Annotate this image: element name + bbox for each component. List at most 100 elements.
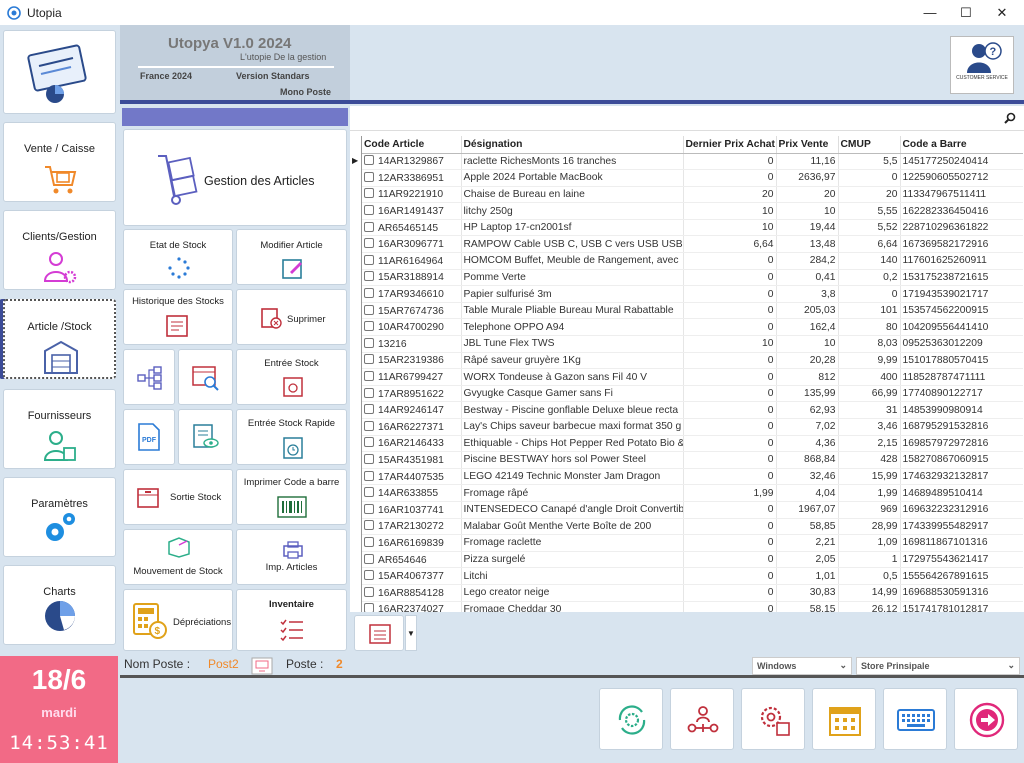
table-row[interactable]: 11AR6799427 WORX Tondeuse à Gazon sans Fi…: [362, 368, 1023, 386]
column-header[interactable]: Dernier Prix Achat: [683, 136, 777, 154]
table-row[interactable]: 16AR6169839 Fromage raclette 0 2,21 1,09 1698…: [362, 534, 1023, 552]
row-checkbox[interactable]: [364, 288, 374, 299]
etat-stock-button[interactable]: Etat de Stock: [123, 229, 233, 285]
row-checkbox[interactable]: [364, 387, 374, 398]
column-header[interactable]: Prix Vente: [776, 136, 839, 154]
row-checkbox[interactable]: [364, 470, 374, 481]
row-checkbox[interactable]: [364, 238, 374, 249]
gestion-articles-button[interactable]: Gestion des Articles: [123, 129, 347, 226]
row-checkbox[interactable]: [364, 304, 374, 315]
maximize-button[interactable]: ☐: [960, 4, 972, 20]
column-header[interactable]: Désignation: [461, 136, 684, 154]
sortie-stock-button[interactable]: Sortie Stock: [123, 469, 233, 525]
modifier-article-button[interactable]: Modifier Article: [236, 229, 347, 285]
sync-settings-button[interactable]: [599, 688, 663, 750]
preview-document-button[interactable]: [178, 409, 233, 465]
os-select[interactable]: Windows ⌄: [752, 657, 852, 675]
entree-stock-button[interactable]: Entrée Stock: [236, 349, 347, 405]
imp-articles-button[interactable]: Imp. Articles: [236, 529, 347, 585]
sidebar-item-clients-gestion[interactable]: Clients/Gestion: [3, 210, 116, 290]
table-row[interactable]: 15AR4351981 Piscine BESTWAY hors sol Powe…: [362, 451, 1023, 469]
row-checkbox[interactable]: [364, 503, 374, 514]
sidebar-item-vente-caisse[interactable]: Vente / Caisse: [3, 122, 116, 202]
depreciations-button[interactable]: $ Dépréciations: [123, 589, 233, 651]
row-checkbox[interactable]: [364, 570, 374, 581]
row-checkbox[interactable]: [364, 487, 374, 498]
entree-stock-rapide-button[interactable]: Entrée Stock Rapide: [236, 409, 347, 465]
sidebar-item-article-stock[interactable]: Article /Stock: [3, 299, 116, 379]
mouvement-stock-button[interactable]: Mouvement de Stock: [123, 529, 233, 585]
table-row[interactable]: 16AR1491437 litchy 250g 10 10 5,55 1622823364…: [362, 202, 1023, 220]
customer-service-button[interactable]: ? CUSTOMER SERVICE: [950, 36, 1014, 94]
table-row[interactable]: AR654646 Pizza surgelé 0 2,05 1 1729755436214…: [362, 551, 1023, 569]
row-checkbox[interactable]: [364, 337, 374, 348]
sidebar-item-parametres[interactable]: Paramètres: [3, 477, 116, 557]
calendar-button[interactable]: [812, 688, 876, 750]
search-bar[interactable]: [350, 106, 1024, 131]
row-checkbox[interactable]: [364, 420, 374, 431]
row-checkbox[interactable]: [364, 437, 374, 448]
row-checkbox[interactable]: [364, 188, 374, 199]
row-checkbox[interactable]: [364, 221, 374, 232]
imprimer-code-barre-button[interactable]: Imprimer Code a barre: [236, 469, 347, 525]
table-row[interactable]: 16AR6227371 Lay's Chips saveur barbecue m…: [362, 418, 1023, 436]
list-view-dropdown[interactable]: ▼: [405, 615, 417, 651]
table-row[interactable]: 14AR9246147 Bestway - Piscine gonflable D…: [362, 401, 1023, 419]
row-checkbox[interactable]: [364, 205, 374, 216]
table-row[interactable]: 17AR8951622 Gvyugke Casque Gamer sans Fi 0…: [362, 385, 1023, 403]
row-checkbox[interactable]: [364, 553, 374, 564]
row-checkbox[interactable]: [364, 155, 374, 166]
table-row[interactable]: 11AR6164964 HOMCOM Buffet, Meuble de Rang…: [362, 252, 1023, 270]
exit-button[interactable]: [954, 688, 1018, 750]
export-pdf-button[interactable]: PDF: [123, 409, 175, 465]
table-row[interactable]: 11AR9221910 Chaise de Bureau en laine 20 20…: [362, 186, 1023, 204]
table-row[interactable]: 16AR2374027 Fromage Cheddar 30 0 58,15 26,12…: [362, 601, 1023, 612]
users-network-button[interactable]: [670, 688, 734, 750]
table-row[interactable]: 16AR2146433 Ethiquable - Chips Hot Pepper…: [362, 435, 1023, 453]
supprimer-button[interactable]: Suprimer: [236, 289, 347, 345]
close-button[interactable]: ✕: [996, 4, 1008, 20]
table-row[interactable]: 17AR9346610 Papier sulfurisé 3m 0 3,8 0 17194…: [362, 285, 1023, 303]
row-checkbox[interactable]: [364, 586, 374, 597]
row-checkbox[interactable]: [364, 254, 374, 265]
historique-stocks-button[interactable]: Historique des Stocks: [123, 289, 233, 345]
settings-document-button[interactable]: [741, 688, 805, 750]
table-row[interactable]: 15AR2319386 Râpé saveur gruyère 1Kg 0 20,28…: [362, 352, 1023, 370]
list-view-button[interactable]: [354, 615, 404, 651]
store-select[interactable]: Store Prinsipale ⌄: [856, 657, 1020, 675]
sidebar-item-charts[interactable]: Charts: [3, 565, 116, 645]
table-row[interactable]: 16AR8854128 Lego creator neige 0 30,83 14,99…: [362, 584, 1023, 602]
column-header[interactable]: Code a Barre: [900, 136, 1023, 154]
row-checkbox[interactable]: [364, 536, 374, 547]
sidebar-item-fournisseurs[interactable]: Fournisseurs: [3, 389, 116, 469]
row-checkbox[interactable]: [364, 271, 374, 282]
column-header[interactable]: CMUP: [838, 136, 901, 154]
column-header[interactable]: Code Article: [362, 136, 462, 154]
table-row[interactable]: 15AR4067377 Litchi 0 1,01 0,5 155564267891615: [362, 567, 1023, 585]
row-checkbox[interactable]: [364, 321, 374, 332]
search-icon[interactable]: [1004, 112, 1016, 124]
minimize-button[interactable]: —: [923, 5, 937, 20]
table-row[interactable]: 16AR3096771 RAMPOW Cable USB C, USB C ver…: [362, 235, 1023, 254]
table-row[interactable]: 15AR7674736 Table Murale Pliable Bureau M…: [362, 302, 1023, 320]
row-checkbox[interactable]: [364, 453, 374, 464]
table-row[interactable]: 17AR4407535 LEGO 42149 Technic Monster Ja…: [362, 468, 1023, 486]
hierarchy-button[interactable]: [123, 349, 175, 405]
table-row[interactable]: 13216 JBL Tune Flex TWS 10 10 8,03 0952536301…: [362, 335, 1023, 353]
table-row[interactable]: 12AR3386951 Apple 2024 Portable MacBook 0 2…: [362, 169, 1023, 187]
table-row[interactable]: 17AR2130272 Malabar Goût Menthe Verte Boî…: [362, 518, 1023, 536]
row-checkbox[interactable]: [364, 520, 374, 531]
inventaire-button[interactable]: Inventaire: [236, 589, 347, 651]
table-row[interactable]: 10AR4700290 Telephone OPPO A94 0 162,4 80 104…: [362, 318, 1023, 337]
table-row[interactable]: 14AR633855 Fromage râpé 1,99 4,04 1,99 146894…: [362, 484, 1023, 502]
row-checkbox[interactable]: [364, 603, 374, 612]
row-checkbox[interactable]: [364, 171, 374, 182]
browser-search-button[interactable]: [178, 349, 233, 405]
table-row[interactable]: 14AR1329867 raclette RichesMonts 16 tranc…: [362, 153, 1023, 171]
table-row[interactable]: AR65465145 HP Laptop 17-cn2001sf 10 19,44 5,…: [362, 219, 1023, 237]
table-row[interactable]: 15AR3188914 Pomme Verte 0 0,41 0,2 1531752387…: [362, 269, 1023, 287]
row-checkbox[interactable]: [364, 371, 374, 382]
row-checkbox[interactable]: [364, 404, 374, 415]
row-checkbox[interactable]: [364, 354, 374, 365]
keyboard-button[interactable]: [883, 688, 947, 750]
